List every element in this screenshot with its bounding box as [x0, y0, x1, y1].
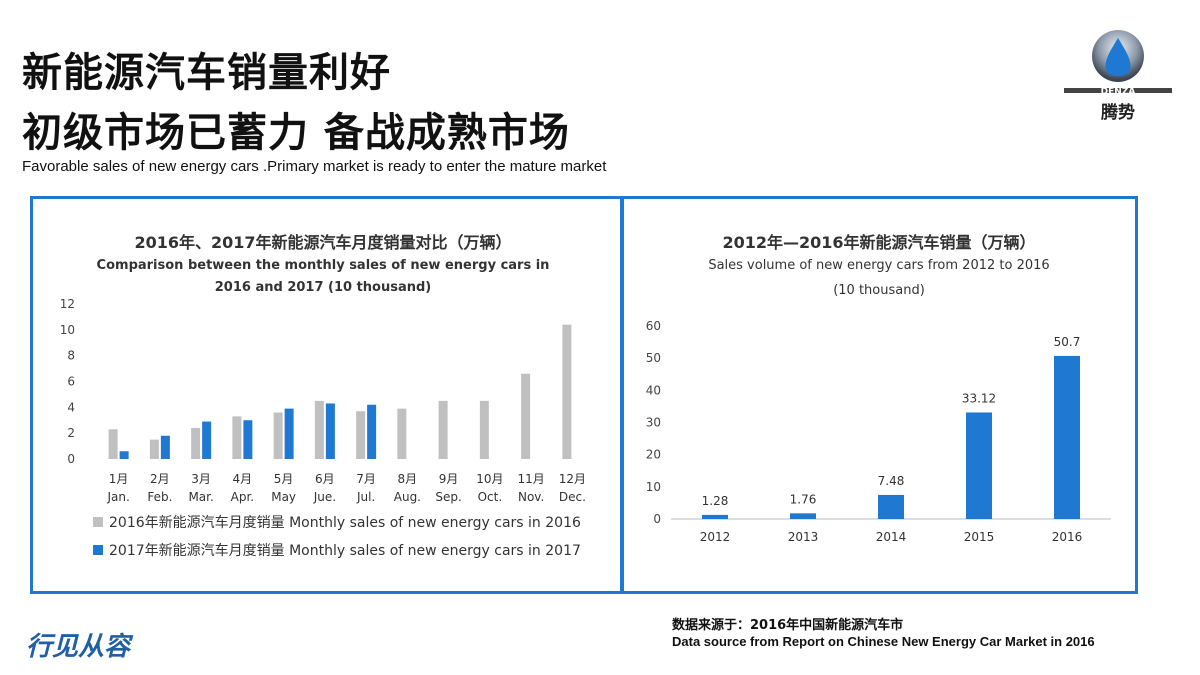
- monthly-chart-subtitle-1: Comparison between the monthly sales of …: [96, 258, 550, 273]
- denza-logo-icon: 腾势 DENZA: [1064, 30, 1172, 123]
- x-tick-label-cn: 6月: [315, 472, 335, 486]
- y-tick-label: 40: [646, 383, 661, 397]
- monthly-chart-title: 2016年、2017年新能源汽车月度销量对比（万辆）: [134, 233, 512, 252]
- bar-2017: [284, 408, 294, 459]
- y-tick-label: 6: [67, 375, 75, 389]
- slogan-logo: 行见从容: [26, 632, 131, 662]
- x-tick-label-en: Sep.: [435, 490, 461, 504]
- annual-chart-panel: 2012年—2016年新能源汽车销量（万辆） Sales volume of n…: [620, 196, 1138, 594]
- bar-2016: [149, 439, 159, 459]
- bar-2016: [397, 408, 407, 459]
- bar-2016: [314, 400, 324, 459]
- denza-logo: 腾势 DENZA: [1062, 28, 1174, 128]
- x-tick-label: 2012: [700, 530, 731, 544]
- bar-2016: [356, 411, 366, 459]
- page-subtitle: Favorable sales of new energy cars .Prim…: [22, 158, 607, 175]
- bar-2017: [325, 403, 335, 459]
- x-tick-label-en: Dec.: [559, 490, 586, 504]
- x-tick-label-en: Oct.: [478, 490, 503, 504]
- x-tick-label-en: Nov.: [518, 490, 544, 504]
- y-tick-label: 60: [646, 319, 661, 333]
- bar-2016: [521, 373, 531, 459]
- data-label: 33.12: [962, 391, 996, 405]
- x-tick-label-cn: 2月: [150, 472, 170, 486]
- annual-chart-title: 2012年—2016年新能源汽车销量（万辆）: [722, 233, 1036, 252]
- annual-chart-subtitle-1: Sales volume of new energy cars from 201…: [708, 258, 1050, 273]
- annual-chart-svg: 0 10 20 30 40 50 60 1.28 2012 1.76 2013 7.48 2014 33.…: [646, 319, 1111, 544]
- bar-2016: [479, 400, 489, 459]
- logo-brand-en: DENZA: [1101, 87, 1136, 97]
- bar-2017: [367, 404, 377, 459]
- y-tick-label: 30: [646, 416, 661, 430]
- x-tick-label: 2013: [788, 530, 819, 544]
- x-tick-label-cn: 1月: [109, 472, 129, 486]
- bar-2016: [1054, 355, 1080, 519]
- x-tick-label-cn: 3月: [191, 472, 211, 486]
- x-tick-label-en: May: [271, 490, 296, 504]
- x-tick-label-en: Mar.: [188, 490, 213, 504]
- legend-swatch-2017: [93, 545, 103, 555]
- x-tick-label-cn: 10月: [476, 472, 503, 486]
- x-tick-label-cn: 12月: [559, 472, 586, 486]
- y-tick-label: 20: [646, 448, 661, 462]
- x-tick-label-cn: 4月: [233, 472, 253, 486]
- bar-2016: [232, 416, 242, 459]
- data-source-cn: 数据来源于：2016年中国新能源汽车市: [672, 618, 904, 633]
- bar-2014: [878, 494, 904, 519]
- monthly-chart-subtitle-2: 2016 and 2017 (10 thousand): [214, 280, 432, 295]
- x-tick-label-en: Jue.: [313, 490, 336, 504]
- x-tick-label-en: Apr.: [231, 490, 254, 504]
- x-tick-label: 2016: [1052, 530, 1083, 544]
- x-tick-label: 2014: [876, 530, 907, 544]
- legend-label-2017: 2017年新能源汽车月度销量 Monthly sales of new ener…: [109, 542, 581, 559]
- y-tick-label: 2: [67, 426, 75, 440]
- logo-brand-cn: 腾势: [1101, 102, 1135, 123]
- monthly-chart-svg: 0 2 4 6 8 10 12 1月 Jan. 2月 Feb. 3月 Mar. 4月 Apr. 5月 May 6月…: [60, 297, 586, 559]
- y-tick-label: 0: [67, 452, 75, 466]
- bar-2017: [160, 435, 170, 459]
- y-tick-label: 10: [60, 323, 75, 337]
- x-tick-label-cn: 7月: [356, 472, 376, 486]
- x-tick-label-cn: 9月: [439, 472, 459, 486]
- y-tick-label: 50: [646, 351, 661, 365]
- y-tick-label: 10: [646, 480, 661, 494]
- bar-2016: [108, 429, 118, 459]
- annual-chart-subtitle-2: (10 thousand): [833, 283, 925, 298]
- y-tick-label: 0: [653, 512, 661, 526]
- bar-2016: [191, 428, 201, 459]
- data-label: 7.48: [878, 474, 905, 488]
- y-tick-label: 4: [67, 400, 75, 414]
- bar-2016: [273, 412, 283, 459]
- data-label: 1.28: [702, 494, 729, 508]
- y-tick-label: 8: [67, 349, 75, 363]
- x-tick-label-cn: 5月: [274, 472, 294, 486]
- bar-2017: [119, 451, 129, 459]
- legend-swatch-2016: [93, 517, 103, 527]
- x-tick-label: 2015: [964, 530, 995, 544]
- page-title-line2: 初级市场已蓄力 备战成熟市场: [22, 110, 570, 156]
- page-title: 新能源汽车销量利好: [22, 50, 391, 96]
- bar-2013: [790, 513, 816, 519]
- monthly-chart-panel: 2016年、2017年新能源汽车月度销量对比（万辆） Comparison be…: [30, 196, 624, 594]
- bar-2017: [243, 420, 253, 459]
- legend-label-2016: 2016年新能源汽车月度销量 Monthly sales of new ener…: [109, 514, 581, 531]
- bar-2016: [438, 400, 448, 459]
- x-tick-label-cn: 11月: [517, 472, 544, 486]
- x-tick-label-en: Aug.: [394, 490, 421, 504]
- bar-2015: [966, 412, 992, 519]
- bar-2017: [202, 421, 212, 459]
- data-label: 50.7: [1054, 335, 1081, 349]
- bar-2016: [562, 324, 572, 459]
- data-label: 1.76: [790, 492, 817, 506]
- x-tick-label-en: Jan.: [106, 490, 129, 504]
- x-tick-label-cn: 8月: [398, 472, 418, 486]
- x-tick-label-en: Jul.: [356, 490, 375, 504]
- x-tick-label-en: Feb.: [147, 490, 172, 504]
- data-source-en: Data source from Report on Chinese New E…: [672, 634, 1095, 649]
- bar-2012: [702, 514, 728, 519]
- y-tick-label: 12: [60, 297, 75, 311]
